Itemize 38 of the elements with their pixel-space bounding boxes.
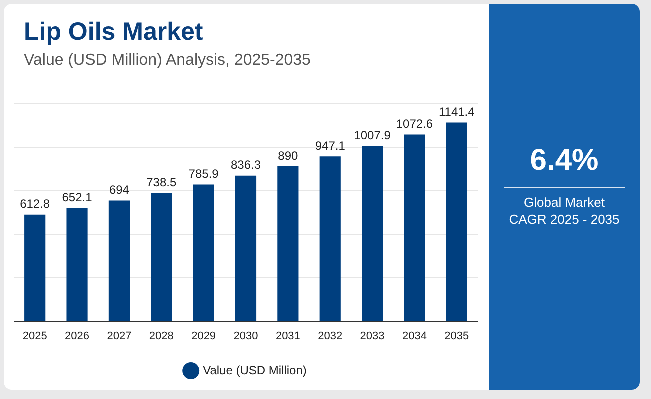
data-label: 652.1 — [62, 190, 93, 204]
data-label: 612.8 — [20, 197, 50, 212]
x-tick-label: 2028 — [149, 330, 174, 342]
x-tick-label: 2029 — [192, 330, 216, 342]
chart-subtitle: Value (USD Million) Analysis, 2025-2035 — [24, 52, 311, 70]
data-label: 1072.6 — [396, 117, 434, 132]
x-tick-label: 2031 — [276, 330, 300, 342]
bar — [362, 146, 384, 322]
bar — [404, 134, 426, 322]
data-label: 947.1 — [315, 138, 346, 153]
bar — [151, 192, 172, 322]
x-tick-label: 2034 — [402, 330, 427, 342]
data-label: 1007.9 — [354, 128, 392, 142]
bar — [24, 214, 46, 322]
x-tick-label: 2027 — [107, 330, 132, 342]
text: Global Market CAGR 2025 - 2035 — [509, 194, 620, 228]
bar — [193, 184, 214, 322]
data-label: 1141.4 — [439, 105, 476, 119]
data-label: 738.5 — [146, 175, 177, 190]
bar — [235, 176, 257, 322]
data-label: 694 — [109, 183, 130, 198]
legend-label: Value (USD Million) — [203, 363, 307, 378]
x-tick-label: 2030 — [234, 330, 258, 342]
bar — [446, 122, 468, 322]
x-tick-label: 2025 — [22, 330, 48, 342]
data-label: 890 — [278, 148, 299, 163]
x-tick-label: 2032 — [318, 330, 343, 342]
bar — [108, 200, 130, 322]
bar — [320, 156, 341, 322]
x-tick-label: 2035 — [444, 330, 470, 342]
x-tick-label: 2026 — [65, 330, 90, 342]
bar — [66, 208, 88, 322]
x-tick-label: 2033 — [360, 330, 385, 342]
data-label: 836.3 — [230, 158, 262, 172]
text: 6.4% — [529, 144, 600, 178]
chart-title: Lip Oils Market — [24, 18, 204, 47]
data-label: 785.9 — [188, 167, 220, 182]
bar — [278, 166, 299, 322]
